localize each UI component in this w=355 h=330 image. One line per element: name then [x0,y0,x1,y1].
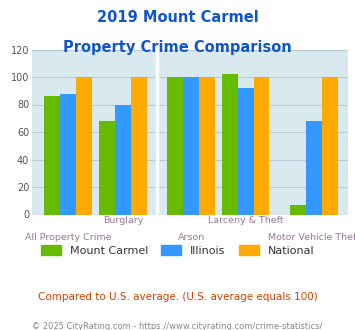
Bar [167,77,183,214]
Text: 2019 Mount Carmel: 2019 Mount Carmel [97,10,258,25]
Text: Compared to U.S. average. (U.S. average equals 100): Compared to U.S. average. (U.S. average … [38,292,317,302]
Text: Larceny & Theft: Larceny & Theft [208,216,283,225]
Bar [44,96,60,214]
Bar [199,77,215,214]
Text: © 2025 CityRating.com - https://www.cityrating.com/crime-statistics/: © 2025 CityRating.com - https://www.city… [32,322,323,330]
Bar [183,77,199,214]
Text: Motor Vehicle Theft: Motor Vehicle Theft [268,233,355,242]
Bar [131,77,147,214]
Bar [99,121,115,214]
Bar [237,88,253,214]
Text: Property Crime Comparison: Property Crime Comparison [63,40,292,54]
Bar [60,93,76,214]
Bar [222,74,237,215]
Bar [322,77,338,214]
Text: Burglary: Burglary [103,216,143,225]
Bar [115,105,131,214]
Bar [253,77,269,214]
Legend: Mount Carmel, Illinois, National: Mount Carmel, Illinois, National [36,240,319,260]
Text: All Property Crime: All Property Crime [25,233,111,242]
Bar [306,121,322,214]
Bar [290,205,306,215]
Bar [76,77,92,214]
Text: Arson: Arson [178,233,205,242]
